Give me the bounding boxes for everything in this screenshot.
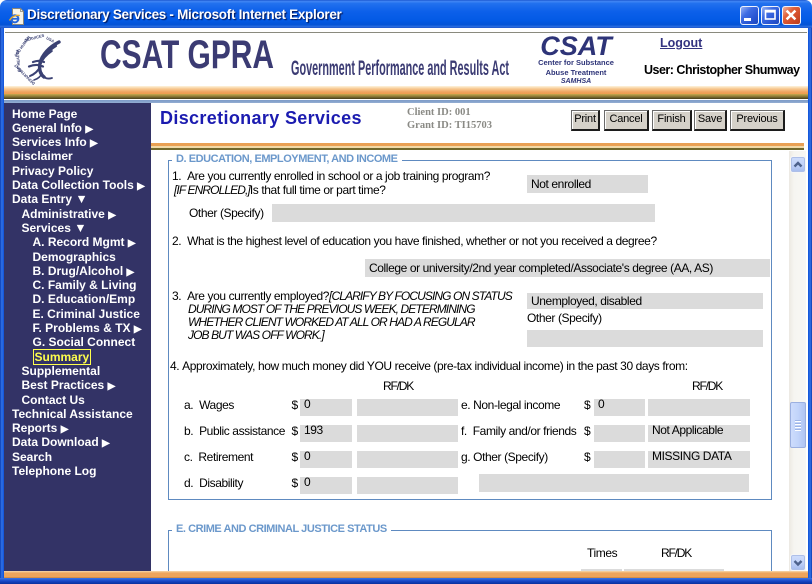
svg-text:SERVICES: SERVICES [24,33,45,43]
svg-text:CSAT GPRA: CSAT GPRA [100,33,274,77]
svg-text:Government Performance and Res: Government Performance and Results Act [291,56,509,80]
svg-text:OF HEALTH: OF HEALTH [15,49,22,72]
svg-text:USA: USA [45,35,55,43]
